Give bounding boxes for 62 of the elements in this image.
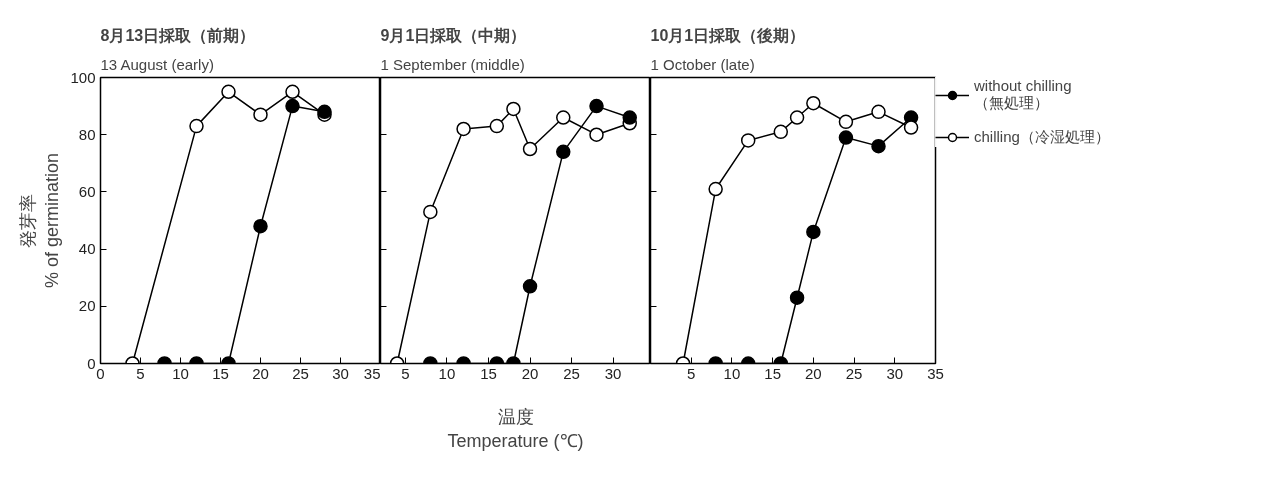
point [556,110,571,125]
point [522,141,538,157]
chart-title: 10月1日採取（後期） [650,26,806,45]
point [871,138,886,154]
point [189,118,204,134]
x-tick-label: 20 [521,364,539,382]
point [838,130,854,145]
y-tick-label: 100 [70,68,96,86]
chart-title: 8月13日採取（前期） [100,26,256,45]
x-tick-label: 25 [292,364,309,382]
point [506,101,521,117]
y-tick-label: 80 [78,125,96,143]
x-tick-label: 20 [252,364,269,382]
point [556,144,571,160]
point [456,121,471,137]
x-tick-label: 20 [805,364,822,382]
point [489,118,505,134]
y-tick-label: 60 [78,182,96,200]
x-tick-label: 30 [886,364,904,382]
y-axis-title: 発芽率 % of germination [18,152,63,289]
point [253,107,268,122]
y-tick-label: 40 [78,240,96,258]
x-tick-label: 10 [172,364,189,382]
point [221,84,236,100]
point [806,224,821,240]
legend-label: chilling（冷湿処理） [974,127,1110,147]
legend-label: without chilling （無処理） [974,77,1072,113]
point [708,181,723,197]
chart-title: 9月1日採取（中期） [380,26,527,45]
point [740,133,756,148]
x-tick-label: 35 [363,364,381,382]
point [838,114,854,130]
x-tick-label: 5 [687,364,696,382]
point [589,127,604,142]
x-tick-label: 5 [401,364,410,382]
point [773,124,789,140]
x-tick-label: 15 [212,364,229,382]
x-tick-label: 25 [845,364,863,382]
x-tick-label: 15 [764,364,781,382]
x-tick-label: 5 [136,364,145,382]
x-tick-label: 35 [927,364,944,382]
point [589,98,604,114]
point [871,104,886,120]
x-tick-label: 30 [332,364,349,382]
point [285,98,300,114]
y-tick-label: 20 [78,297,96,315]
point [789,110,805,125]
point [806,96,821,111]
point [253,218,268,234]
x-tick-label: 10 [438,364,456,382]
point [285,84,300,100]
point [423,204,438,220]
x-tick-label: 30 [604,364,622,382]
x-tick-label: 15 [480,364,497,382]
chart-subtitle: 1 October (late) [650,55,755,73]
point [903,120,919,135]
x-tick-label: 25 [563,364,580,382]
point [622,110,637,125]
chart-subtitle: 1 September (middle) [380,55,525,73]
chart-subtitle: 13 August (early) [100,55,214,73]
x-tick-label: 10 [723,364,741,382]
x-axis-title: 温度 Temperature (℃) [447,406,584,451]
